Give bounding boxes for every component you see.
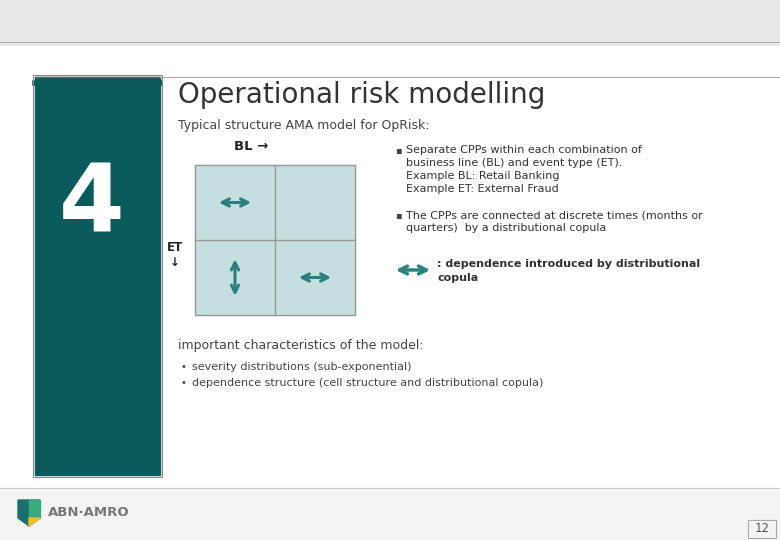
Bar (748, 520, 776, 538)
Text: Example ET: External Fraud: Example ET: External Fraud (406, 184, 558, 194)
Polygon shape (18, 500, 40, 526)
Text: •: • (180, 378, 186, 388)
Text: ET
↓: ET ↓ (167, 241, 183, 269)
Bar (0, 488, 780, 540)
Text: Example BL: Retail Banking: Example BL: Retail Banking (406, 171, 559, 181)
Bar (195, 165, 355, 315)
Text: ▪: ▪ (395, 145, 402, 155)
Text: 4: 4 (58, 160, 124, 252)
Bar (35, 85, 160, 475)
Polygon shape (29, 518, 40, 526)
Text: dependence structure (cell structure and distributional copula): dependence structure (cell structure and… (192, 378, 544, 388)
Text: Separate CPPs within each combination of: Separate CPPs within each combination of (406, 145, 642, 155)
Polygon shape (29, 500, 40, 518)
Text: BL →: BL → (234, 140, 268, 153)
Bar (195, 165, 355, 315)
Text: 12: 12 (754, 523, 770, 536)
Text: Operational risk modelling: Operational risk modelling (178, 81, 545, 109)
Text: business line (BL) and event type (ET).: business line (BL) and event type (ET). (406, 158, 622, 168)
Text: important characteristics of the model:: important characteristics of the model: (178, 339, 424, 352)
Bar (33, 75, 162, 477)
Text: : dependence introduced by distributional: : dependence introduced by distributiona… (437, 259, 700, 269)
Text: severity distributions (sub-exponential): severity distributions (sub-exponential) (192, 362, 412, 372)
Text: Typical structure AMA model for OpRisk:: Typical structure AMA model for OpRisk: (178, 118, 430, 132)
Bar (0, 0, 780, 45)
Text: The CPPs are connected at discrete times (months or: The CPPs are connected at discrete times… (406, 210, 703, 220)
Text: copula: copula (437, 273, 478, 283)
Text: quarters)  by a distributional copula: quarters) by a distributional copula (406, 223, 606, 233)
Text: •: • (180, 362, 186, 372)
Text: ABN·AMRO: ABN·AMRO (48, 507, 129, 519)
Text: ▪: ▪ (395, 210, 402, 220)
Bar (35, 77, 160, 85)
